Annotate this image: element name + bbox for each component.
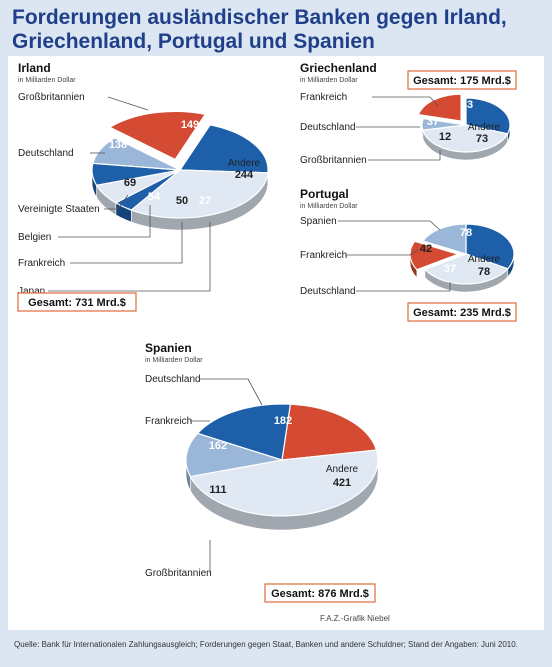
category-label: Deutschland: [300, 286, 356, 297]
category-label: Großbritannien: [300, 155, 367, 166]
pie-slice-2-2: [409, 240, 460, 271]
total-box: [407, 70, 517, 90]
category-label: Japan: [18, 286, 45, 297]
category-label: Deutschland: [300, 122, 356, 133]
leader-line: [48, 222, 211, 292]
slice-category-label: Andere: [326, 464, 359, 475]
pie-slice-1-3: [417, 93, 462, 122]
chart-title: Portugal: [300, 187, 349, 201]
category-label: Deutschland: [18, 148, 74, 159]
slice-value-label: 111: [209, 484, 226, 496]
slice-value-label: 54: [148, 191, 161, 203]
chart-title: Griechenland: [300, 61, 377, 75]
page-title: Forderungen ausländischer Banken gegen I…: [12, 6, 542, 54]
slice-value-label: 73: [476, 133, 488, 145]
source-text: Quelle: Bank für Internationalen Zahlung…: [14, 640, 518, 649]
chart-unit: in Milliarden Dollar: [145, 357, 203, 364]
category-label: Frankreich: [145, 416, 192, 427]
leader-line: [346, 249, 419, 256]
slice-value-label: 27: [199, 195, 211, 207]
slice-value-label: 37: [444, 263, 456, 275]
category-label: Belgien: [18, 232, 51, 243]
pie-slice-1-1: [421, 124, 509, 153]
pie-slice-0-6: [108, 110, 207, 161]
slice-category-label: Andere: [468, 254, 501, 265]
leader-line: [368, 150, 441, 161]
pie-chart-3: 182 Andere 421 111 162 Deutschland Frankreich G…: [145, 341, 379, 603]
slice-value-label: 421: [333, 477, 351, 489]
total-label: Gesamt: 876 Mrd.$: [271, 588, 369, 600]
pie-slice-2-0: [465, 223, 515, 270]
leader-line: [58, 205, 151, 238]
title-line-1: Forderungen ausländischer Banken gegen I…: [12, 6, 507, 29]
chart-unit: in Milliarden Dollar: [300, 203, 358, 210]
slice-value-label: 182: [274, 415, 292, 427]
category-label: Deutschland: [145, 374, 201, 385]
slice-value-label: 244: [235, 169, 254, 181]
slice-value-label: 149: [181, 119, 199, 131]
slice-value-label: 42: [420, 243, 432, 255]
category-label: Frankreich: [300, 92, 347, 103]
leader-line: [104, 194, 129, 210]
slice-value-label: 162: [209, 440, 227, 452]
leader-line: [372, 96, 439, 107]
leader-line: [70, 222, 183, 264]
pie-slice-1-2: [421, 117, 467, 131]
total-label: Gesamt: 175 Mrd.$: [413, 75, 511, 87]
pie-slice-3-0: [281, 403, 378, 461]
total-box: [17, 292, 137, 312]
slice-value-label: 53: [461, 99, 473, 111]
slice-value-label: 50: [176, 195, 188, 207]
slice-value-label: 78: [478, 266, 490, 278]
leader-line: [338, 220, 441, 231]
chart-unit: in Milliarden Dollar: [300, 77, 358, 84]
pie-chart-2: 78Andere783742SpanienFrankreichDeutschla…: [300, 187, 517, 322]
credit-text: F.A.Z.-Grafik Niebel: [320, 614, 390, 623]
title-line-2: Griechenland, Portugal und Spanien: [12, 30, 375, 53]
pie-slice-2-1: [423, 253, 509, 285]
pie-slice-3-1: [189, 449, 379, 517]
leader-line: [107, 96, 149, 111]
category-label: Spanien: [300, 216, 337, 227]
chart-title: Irland: [18, 61, 51, 75]
slice-category-label: Andere: [468, 122, 501, 133]
category-label: Frankreich: [300, 250, 347, 261]
total-box: [407, 302, 517, 322]
leader-line: [200, 378, 263, 406]
total-box: [264, 583, 376, 603]
slice-value-label: 37: [427, 116, 439, 128]
category-label: Großbritannien: [18, 92, 85, 103]
chart-unit: in Milliarden Dollar: [18, 77, 76, 84]
slice-value-label: 138: [109, 139, 127, 151]
total-label: Gesamt: 731 Mrd.$: [28, 297, 126, 309]
slice-value-label: 12: [439, 131, 451, 143]
pie-slice-0-0: [178, 124, 269, 174]
category-label: Großbritannien: [145, 568, 212, 579]
pie-slice-1-0: [465, 97, 511, 135]
chart-title: Spanien: [145, 341, 192, 355]
leader-line: [356, 282, 451, 292]
slice-value-label: 78: [460, 227, 472, 239]
pie-slice-3-3: [196, 403, 292, 461]
pie-slice-3-2: [185, 432, 283, 478]
slice-value-label: 69: [124, 177, 136, 189]
category-label: Frankreich: [18, 258, 65, 269]
pie-slice-2-3: [421, 223, 467, 255]
pie-slice-0-5: [92, 137, 181, 171]
category-label: Vereinigte Staaten: [18, 204, 100, 215]
total-label: Gesamt: 235 Mrd.$: [413, 307, 511, 319]
slice-category-label: Andere: [228, 158, 261, 169]
